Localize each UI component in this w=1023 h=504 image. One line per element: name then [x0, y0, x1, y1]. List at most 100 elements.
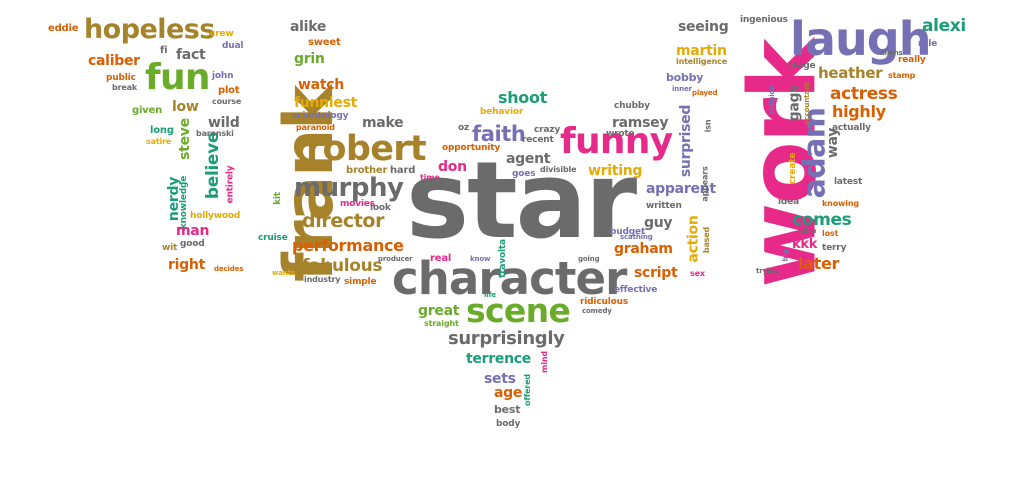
- word: opportunity: [442, 143, 501, 153]
- word: satire: [146, 137, 172, 146]
- word: action: [685, 215, 702, 263]
- word: age: [494, 385, 523, 401]
- word: stamp: [888, 71, 916, 80]
- word: guy: [644, 215, 673, 231]
- word: director: [302, 210, 385, 232]
- word: surprisingly: [448, 328, 565, 349]
- word: wild: [208, 115, 240, 131]
- word: surprised: [678, 104, 695, 178]
- word: john: [212, 71, 234, 81]
- word: hard: [390, 165, 416, 176]
- word: life: [484, 291, 497, 299]
- word: time: [420, 173, 440, 182]
- word: role: [918, 39, 938, 49]
- word: comedy: [582, 307, 612, 315]
- word: faith: [472, 122, 526, 146]
- word: aliens: [880, 49, 903, 57]
- word: apparent: [646, 181, 716, 197]
- word: break: [112, 83, 138, 92]
- word: murphy: [294, 173, 404, 203]
- word: star: [406, 139, 637, 262]
- word: terrence: [466, 351, 532, 367]
- word: best: [494, 403, 521, 416]
- word: man: [176, 223, 210, 239]
- word: wrote: [606, 129, 635, 139]
- word: bobby: [666, 71, 704, 84]
- word: sex: [690, 269, 705, 278]
- word: gags: [786, 84, 803, 122]
- word: intelligence: [676, 57, 728, 66]
- word: goes: [512, 169, 536, 179]
- word: funniest: [294, 95, 358, 111]
- word: performance: [292, 236, 404, 255]
- word: stage: [788, 61, 816, 71]
- word: seeing: [678, 19, 729, 35]
- word: caliber: [88, 53, 140, 69]
- word: mind: [539, 351, 549, 373]
- word: given: [132, 105, 163, 116]
- word: plot: [218, 85, 240, 96]
- word: course: [212, 97, 242, 106]
- word: funny: [560, 121, 673, 162]
- word: chubby: [614, 101, 650, 111]
- word: kkk: [792, 237, 818, 252]
- word: fabulous: [302, 256, 383, 276]
- word: hollywood: [190, 211, 241, 221]
- word: create: [788, 152, 799, 185]
- word: written: [646, 201, 682, 211]
- word: look: [370, 203, 391, 213]
- word: make: [362, 115, 404, 131]
- word: crazy: [534, 125, 561, 135]
- word: terry: [822, 243, 847, 253]
- word: sets: [484, 371, 516, 387]
- word: ramsey: [612, 115, 669, 131]
- word: inner: [672, 85, 692, 93]
- word: religion: [768, 84, 777, 115]
- word: highly: [832, 102, 886, 121]
- word: later: [798, 254, 840, 273]
- word: fun: [145, 57, 210, 98]
- word: behavior: [480, 107, 524, 117]
- word: writing: [588, 163, 643, 179]
- word: robert: [306, 129, 427, 169]
- word: recent: [522, 135, 554, 145]
- word: scathing: [620, 233, 653, 241]
- word: decides: [214, 265, 244, 273]
- word: great: [418, 303, 460, 319]
- word: good: [180, 239, 205, 249]
- word: body: [496, 419, 521, 429]
- word: know: [470, 255, 491, 263]
- word: crew: [210, 29, 234, 39]
- word: producer: [378, 255, 413, 263]
- word: public: [106, 73, 136, 83]
- word: don: [438, 159, 467, 175]
- word: trying: [756, 267, 779, 275]
- word: graham: [614, 241, 673, 257]
- word: movies: [340, 199, 375, 209]
- word: played: [692, 89, 718, 97]
- word: fi: [160, 45, 168, 56]
- word: ridiculous: [580, 297, 629, 307]
- word: grin: [294, 51, 325, 67]
- word: oz: [458, 123, 470, 133]
- word: shoot: [498, 88, 547, 107]
- word: straight: [424, 319, 459, 328]
- word: watch: [298, 77, 344, 93]
- word: going: [578, 255, 600, 263]
- word: comes: [792, 210, 852, 230]
- word: ingenious: [740, 15, 788, 25]
- word: alexi: [922, 16, 966, 36]
- word: character: [392, 252, 627, 305]
- word: appears: [700, 166, 710, 202]
- word: actually: [832, 123, 871, 133]
- word: wants: [272, 269, 295, 277]
- word: long: [150, 125, 174, 136]
- word: simple: [344, 277, 377, 287]
- word: travolta: [497, 239, 508, 278]
- word: eddie: [48, 23, 79, 34]
- word: believe: [203, 131, 224, 200]
- word: baranski: [196, 129, 234, 138]
- word: martin: [676, 43, 727, 59]
- word: really: [898, 55, 926, 65]
- word: latest: [834, 177, 863, 187]
